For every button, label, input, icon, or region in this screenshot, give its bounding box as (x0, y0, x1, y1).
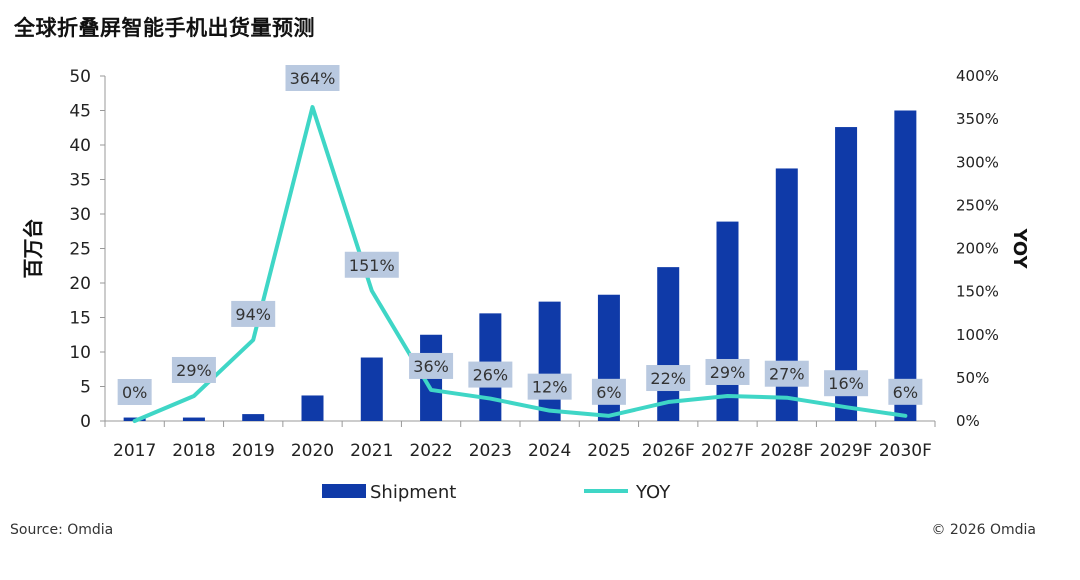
source-note: Source: Omdia (10, 522, 114, 538)
right-tick-label: 300% (956, 153, 999, 171)
right-tick-label: 200% (956, 240, 999, 258)
left-tick-label: 20 (69, 274, 91, 294)
shipment-bar (835, 127, 858, 421)
yoy-data-label: 26% (473, 366, 509, 385)
yoy-label-box (646, 365, 691, 392)
left-tick-label: 10 (69, 343, 91, 363)
right-tick-label: 0% (956, 412, 980, 430)
shipment-bar (182, 417, 205, 421)
left-tick-label: 0 (80, 412, 91, 432)
x-tick-label: 2021 (350, 441, 393, 461)
left-tick-label: 45 (69, 102, 91, 122)
shipment-bar (716, 221, 739, 421)
yoy-data-label: 0% (122, 383, 147, 402)
yoy-label-box (344, 251, 399, 278)
yoy-data-label: 6% (596, 383, 621, 402)
yoy-data-label: 29% (710, 363, 746, 382)
yoy-label-box (468, 361, 513, 388)
yoy-data-label: 94% (235, 305, 271, 324)
x-tick-label: 2022 (409, 441, 452, 461)
right-tick-label: 100% (956, 326, 999, 344)
yoy-label-box (409, 352, 454, 379)
copyright-note: © 2026 Omdia (931, 522, 1036, 538)
left-tick-label: 30 (69, 205, 91, 225)
x-tick-label: 2030F (879, 441, 932, 461)
yoy-label-box (591, 378, 626, 405)
yoy-data-label: 6% (893, 383, 918, 402)
yoy-label-box (527, 373, 572, 400)
yoy-data-label: 29% (176, 361, 212, 380)
yoy-label-box (231, 300, 276, 327)
shipment-bar (894, 110, 917, 421)
yoy-label-box (285, 65, 340, 91)
left-tick-label: 15 (69, 309, 91, 329)
shipment-bar (657, 267, 680, 421)
right-tick-label: 50% (956, 369, 989, 387)
yoy-label-box (171, 356, 216, 383)
yoy-labels: 0% 29% 94% 364% 151% 36% 26% 12% 6% 22% 29% 27% 16% 6… (117, 65, 923, 405)
y-axis-right-title: YOY (1009, 227, 1030, 269)
left-tick-label: 50 (69, 67, 91, 87)
yoy-data-label: 364% (290, 69, 336, 88)
x-tick-label: 2023 (469, 441, 512, 461)
right-tick-label: 250% (956, 196, 999, 214)
legend-yoy-label: YOY (635, 482, 671, 503)
yoy-data-label: 12% (532, 378, 568, 397)
x-tick-label: 2027F (701, 441, 754, 461)
x-tick-label: 2020 (291, 441, 334, 461)
x-tick-label: 2018 (172, 441, 215, 461)
shipment-bar (242, 414, 265, 421)
x-tick-label: 2029F (820, 441, 873, 461)
yoy-data-label: 27% (769, 365, 805, 384)
yoy-data-label: 151% (349, 256, 395, 275)
left-tick-label: 25 (69, 240, 91, 260)
x-tick-label: 2024 (528, 441, 571, 461)
right-tick-label: 150% (956, 283, 999, 301)
left-tick-label: 40 (69, 136, 91, 156)
right-tick-label: 350% (956, 110, 999, 128)
legend: Shipment YOY (322, 482, 671, 503)
yoy-data-label: 36% (413, 357, 449, 376)
x-tick-label: 2025 (587, 441, 630, 461)
yoy-label-box (705, 358, 750, 385)
legend-shipment-label: Shipment (370, 482, 456, 503)
yoy-data-label: 16% (828, 374, 864, 393)
left-tick-label: 5 (80, 378, 91, 398)
legend-shipment-swatch (322, 484, 366, 498)
y-axis-title: 百万台 (21, 219, 45, 279)
right-tick-label: 400% (956, 67, 999, 85)
x-tick-label: 2026F (642, 441, 695, 461)
yoy-label-box (117, 379, 152, 405)
axes: 051015202530354045500%50%100%150%200%250… (21, 67, 1030, 461)
x-tick-label: 2019 (232, 441, 275, 461)
left-tick-label: 35 (69, 171, 91, 191)
yoy-label-box (764, 360, 809, 387)
x-tick-label: 2028F (760, 441, 813, 461)
shipment-bar (360, 357, 383, 421)
yoy-label-box (824, 370, 869, 397)
shipment-bar (775, 168, 798, 421)
shipment-bar (538, 301, 561, 421)
yoy-label-box (888, 378, 923, 405)
chart-title: 全球折叠屏智能手机出货量预测 (14, 16, 315, 40)
x-tick-label: 2017 (113, 441, 156, 461)
shipment-bar (301, 395, 324, 421)
yoy-data-label: 22% (650, 369, 686, 388)
